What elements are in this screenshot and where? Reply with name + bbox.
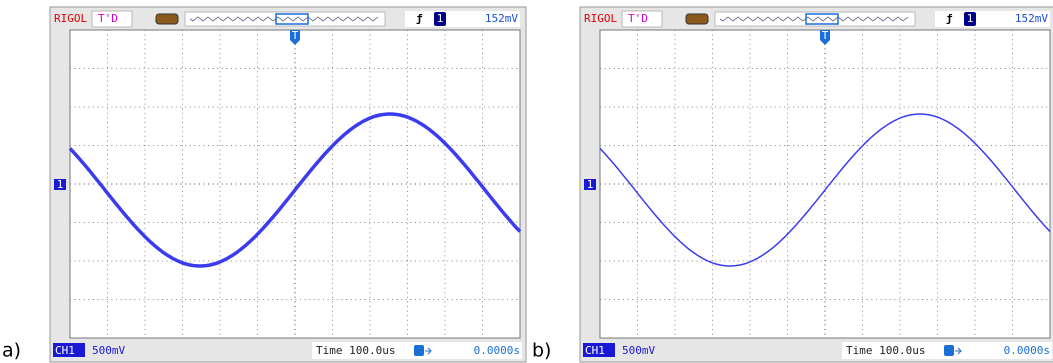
brand: RIGOL	[584, 12, 617, 25]
trigger-channel: 1	[967, 12, 974, 25]
trigger-edge: ƒ	[416, 12, 423, 25]
offset-icon	[944, 345, 954, 356]
scope-panel: a) RIGOL T'D ƒ 1 152mV T 1 CH1 500mV Time 100.0us 0…	[2, 7, 526, 362]
timebase: Time 100.0us	[316, 344, 395, 357]
trigger-offset: 0.0000s	[474, 344, 520, 357]
screenshot: a) RIGOL T'D ƒ 1 152mV T 1 CH1 500mV Time 100.0us 0…	[0, 0, 1053, 363]
offset-icon	[414, 345, 424, 356]
scope-panel: b) RIGOL T'D ƒ 1 152mV T 1 CH1 500mV Time 100.0us 0…	[532, 7, 1053, 362]
trigger-channel: 1	[437, 12, 444, 25]
vertical-scale: 500mV	[622, 344, 655, 357]
memory-icon	[686, 14, 708, 24]
panel-label: b)	[532, 340, 551, 362]
timebase: Time 100.0us	[846, 344, 925, 357]
run-mode: T'D	[98, 12, 118, 25]
trigger-marker: T	[292, 29, 299, 42]
run-mode: T'D	[628, 12, 648, 25]
channel-marker: 1	[57, 178, 64, 191]
trigger-edge: ƒ	[946, 12, 953, 25]
panel-label: a)	[2, 340, 21, 362]
vertical-scale: 500mV	[92, 344, 125, 357]
trigger-offset: 0.0000s	[1004, 344, 1050, 357]
trigger-marker: T	[822, 29, 829, 42]
trigger-level: 152mV	[1015, 12, 1048, 25]
channel-marker: 1	[587, 178, 594, 191]
channel: CH1	[55, 344, 75, 357]
brand: RIGOL	[54, 12, 87, 25]
channel: CH1	[585, 344, 605, 357]
trigger-level: 152mV	[485, 12, 518, 25]
memory-icon	[156, 14, 178, 24]
